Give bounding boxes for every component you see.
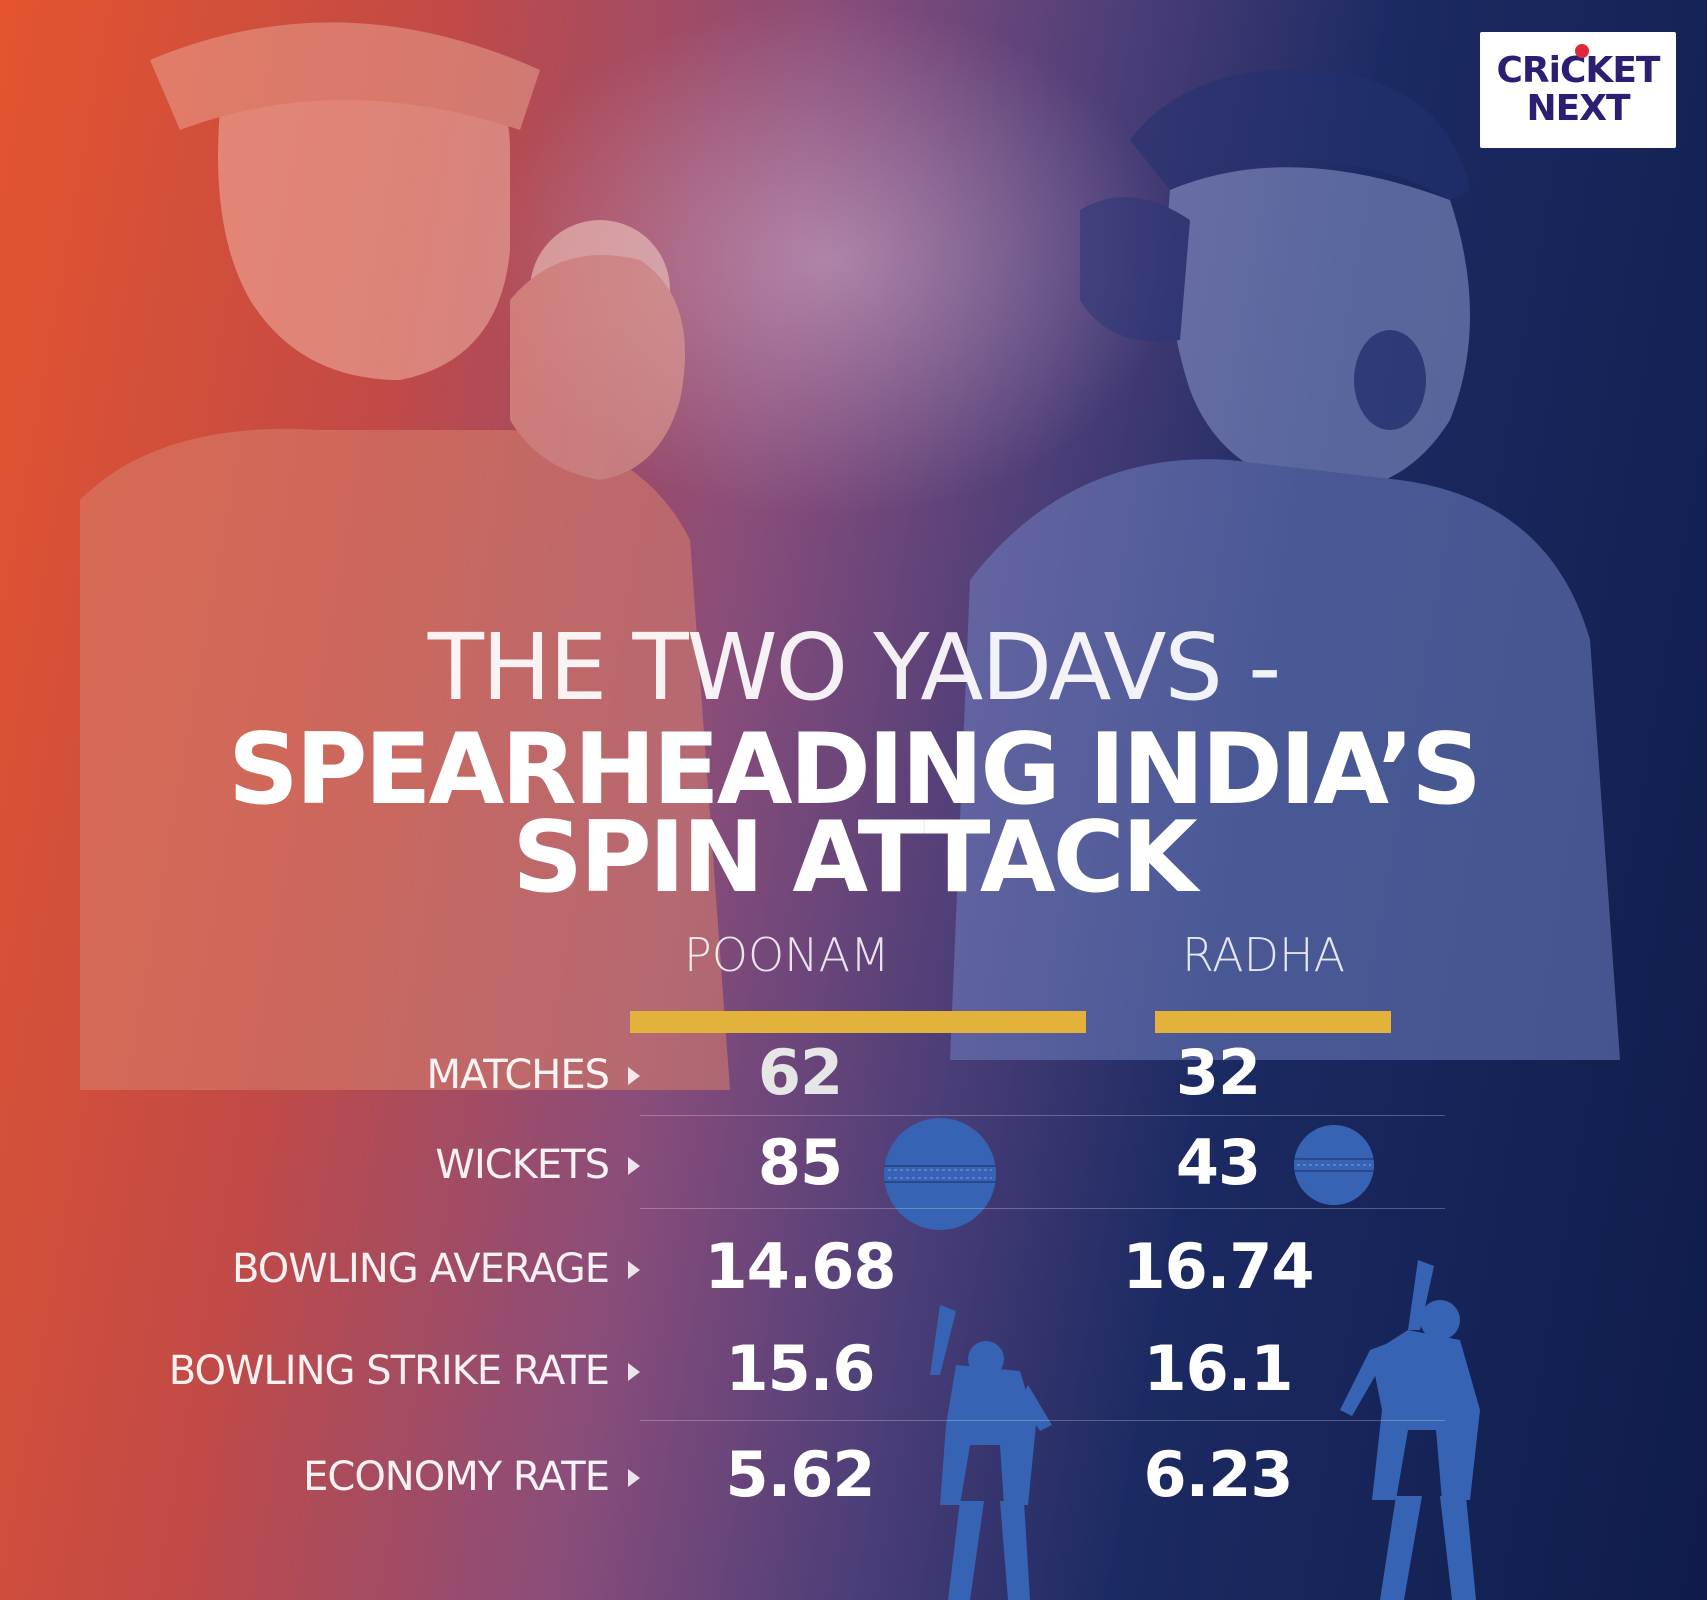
chevron-right-icon — [628, 1261, 640, 1279]
player-name-radha: RADHA — [1182, 928, 1346, 982]
chevron-right-icon — [628, 1469, 640, 1487]
row-divider — [640, 1208, 1445, 1209]
headline-line-2: SPEARHEADING INDIA’S — [228, 713, 1482, 827]
cricket-ball-icon — [1294, 1125, 1374, 1205]
stat-value-poonam-bowling-average: 14.68 — [704, 1230, 896, 1303]
stat-value-poonam-bowling-strike-rate: 15.6 — [725, 1332, 876, 1405]
stat-label-bowling-strike-rate: BOWLING STRIKE RATE — [168, 1348, 610, 1394]
stat-label-wickets: WICKETS — [435, 1142, 610, 1188]
stat-label-bowling-average: BOWLING AVERAGE — [231, 1246, 610, 1292]
cricket-ball-icon — [884, 1118, 996, 1230]
cricketnext-logo: CRiCKET NEXT — [1480, 32, 1676, 148]
chevron-right-icon — [628, 1363, 640, 1381]
player-name-poonam: POONAM — [684, 928, 890, 982]
row-divider — [640, 1420, 1445, 1421]
stat-value-poonam-matches: 62 — [757, 1036, 843, 1109]
row-divider — [640, 1115, 1445, 1116]
logo-line-2: NEXT — [1526, 88, 1630, 129]
player-photo-poonam — [80, 22, 730, 1090]
stat-value-radha-bowling-strike-rate: 16.1 — [1143, 1332, 1294, 1405]
bowler-silhouette-icon — [930, 1305, 1052, 1600]
name-underline-radha — [1155, 1011, 1391, 1033]
stat-label-matches: MATCHES — [426, 1052, 610, 1098]
stat-value-radha-economy-rate: 6.23 — [1143, 1438, 1294, 1511]
name-underline-poonam — [630, 1011, 1086, 1033]
headline-line-1: THE TWO YADAVS - — [427, 614, 1282, 721]
stat-value-radha-wickets: 43 — [1175, 1126, 1261, 1199]
stat-value-radha-bowling-average: 16.74 — [1122, 1230, 1314, 1303]
stat-value-poonam-wickets: 85 — [757, 1126, 843, 1199]
logo-line-1: CRiCKET — [1496, 50, 1661, 91]
stat-value-poonam-economy-rate: 5.62 — [725, 1438, 876, 1511]
logo-ball-icon — [1575, 44, 1589, 58]
stat-value-radha-matches: 32 — [1175, 1036, 1261, 1109]
bowler-silhouette-icon — [1340, 1260, 1480, 1600]
stat-label-economy-rate: ECONOMY RATE — [303, 1454, 610, 1500]
headline-line-3: SPIN ATTACK — [512, 801, 1197, 915]
chevron-right-icon — [628, 1067, 640, 1085]
chevron-right-icon — [628, 1157, 640, 1175]
player-photo-radha — [950, 68, 1620, 1060]
